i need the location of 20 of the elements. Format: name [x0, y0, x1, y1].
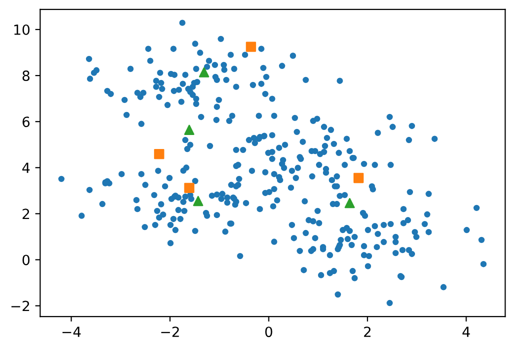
point	[154, 148, 164, 160]
point	[198, 67, 210, 78]
x-tick-label: 0	[265, 326, 272, 338]
y-tick-label: 0	[22, 254, 30, 266]
point	[354, 172, 364, 184]
point	[184, 124, 194, 135]
y-tick-label: 6	[22, 116, 30, 128]
y-tick-label: 10	[14, 24, 30, 35]
x-tick-label: 2	[364, 326, 371, 337]
point	[344, 198, 355, 208]
point	[184, 182, 194, 193]
point	[193, 196, 204, 206]
y-tick-label: 2	[22, 208, 30, 219]
y-tick-label: 8	[22, 70, 30, 82]
x-tick-label: −4	[62, 326, 81, 337]
y-tick-label: 4	[22, 162, 30, 173]
point	[246, 42, 256, 52]
x-tick-label: −2	[161, 326, 179, 337]
x-tick-label: 4	[462, 326, 470, 337]
y-tick-label: −2	[11, 300, 30, 312]
